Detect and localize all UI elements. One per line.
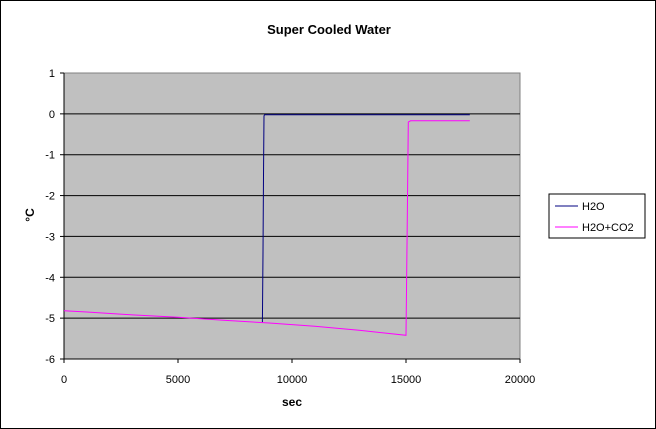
y-tick-label: 0 <box>49 109 55 121</box>
series-line-h2o <box>261 114 470 323</box>
x-tick-labels: 0 5000 10000 15000 20000 <box>61 374 535 386</box>
y-tick-label: -3 <box>45 231 55 243</box>
y-axis-title: °C <box>23 208 37 222</box>
legend-label: H2O+CO2 <box>582 222 634 234</box>
y-tick-label: -5 <box>45 313 55 325</box>
y-tick-label: -2 <box>45 191 55 203</box>
x-tick-label: 0 <box>61 374 67 386</box>
y-tick-label: -6 <box>45 354 55 366</box>
series-line-h2o-co2 <box>63 120 470 336</box>
chart-title: Super Cooled Water <box>267 22 391 37</box>
y-tick-label: -4 <box>45 272 55 284</box>
y-tick-label: -1 <box>45 150 55 162</box>
x-tick-label: 20000 <box>505 374 536 386</box>
legend-box <box>548 193 646 239</box>
grid-lines <box>64 113 520 319</box>
axes <box>60 72 521 363</box>
x-axis-title: sec <box>282 395 302 409</box>
y-tick-label: 1 <box>49 68 55 80</box>
legend: H2O H2O+CO2 <box>548 193 646 239</box>
legend-label: H2O <box>582 201 605 213</box>
y-tick-labels: 1 0 -1 -2 -3 -4 -5 -6 <box>45 68 55 366</box>
series-lines <box>63 114 470 336</box>
x-tick-label: 15000 <box>391 374 422 386</box>
x-tick-label: 10000 <box>277 374 308 386</box>
x-tick-label: 5000 <box>166 374 190 386</box>
plot-area <box>63 72 521 360</box>
